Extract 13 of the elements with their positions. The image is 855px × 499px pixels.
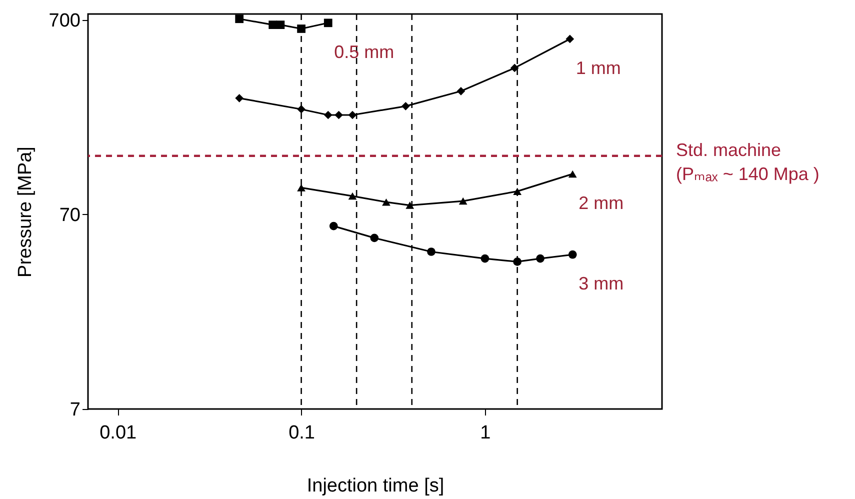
y-tick-label: 70 <box>59 204 80 226</box>
y-tick-label: 700 <box>48 10 80 32</box>
x-tick-label: 0.1 <box>288 422 315 444</box>
series-label: 2 mm <box>578 192 624 213</box>
ref-line-label: Std. machine (Pₘₐₓ ~ 140 Mpa ) <box>676 140 820 184</box>
y-tick-label: 7 <box>70 400 80 420</box>
x-tick-label: 1 <box>480 422 491 444</box>
series-label: 0.5 mm <box>334 42 394 62</box>
y-axis-title: Pressure [MPa] <box>14 146 36 278</box>
series-label: 1 mm <box>576 58 621 78</box>
series-label: 3 mm <box>578 274 624 294</box>
x-axis-title: Injection time [s] <box>306 476 444 496</box>
x-tick-label: 0.01 <box>100 422 137 444</box>
